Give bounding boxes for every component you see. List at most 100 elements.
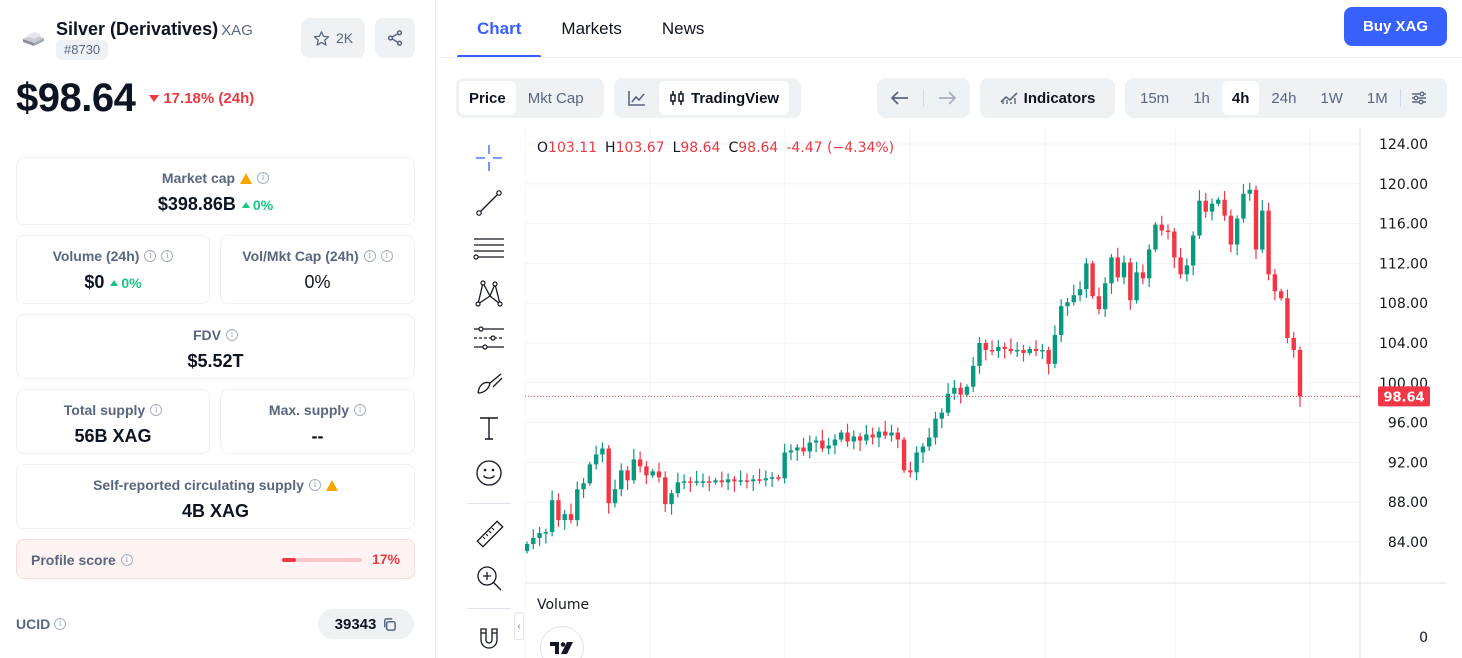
fib-tool[interactable] (471, 230, 507, 266)
ohlc-legend: O 103.11 H 103.67 L 98.64 C 98.64 -4.47 (−4.… (537, 140, 894, 156)
info-icon[interactable]: i (161, 250, 174, 262)
chart-settings-button[interactable] (1401, 81, 1437, 115)
candle (1140, 264, 1146, 285)
emoji-tool[interactable] (471, 455, 507, 491)
candle-body (996, 346, 1001, 351)
price-change-24h: 17.18% (24h) (149, 90, 254, 107)
interval-24h[interactable]: 24h (1271, 89, 1297, 107)
volume-value-row: $0 0% (17, 272, 209, 293)
info-icon[interactable]: i (363, 250, 376, 262)
silver-bar-icon (23, 32, 44, 46)
collapse-toolbar-button[interactable]: ‹ (514, 612, 524, 640)
price-chart[interactable]: 124.00120.00116.00112.00108.00104.00100.… (525, 128, 1447, 658)
ohlc-change: -4.47 (−4.34%) (786, 140, 895, 156)
candle-body (1033, 348, 1039, 351)
candle (543, 528, 549, 544)
candle (807, 435, 813, 459)
interval-4h[interactable]: 4h (1221, 81, 1260, 115)
indicators-button[interactable]: Indicators (980, 78, 1115, 118)
info-icon[interactable]: i (54, 618, 67, 630)
candle-body (650, 471, 655, 476)
candle-body (619, 470, 624, 490)
circ-supply-value-row: 4B XAG (17, 501, 414, 522)
candle (1052, 325, 1058, 369)
chart-tabs: Chart Markets News (457, 0, 724, 58)
info-icon[interactable]: i (257, 172, 270, 184)
candle-body (525, 543, 530, 551)
info-icon[interactable]: i (150, 404, 163, 416)
zoom-tool[interactable] (471, 560, 507, 596)
buy-button[interactable]: Buy XAG (1344, 7, 1447, 46)
chart-type-toggle: TradingView (614, 78, 801, 118)
tab-news[interactable]: News (661, 19, 705, 38)
ucid-copy-button[interactable]: 39343 (318, 609, 414, 639)
magnet-tool[interactable] (471, 620, 507, 656)
candle (983, 339, 988, 361)
candle (681, 474, 687, 490)
trend-line-tool[interactable] (471, 185, 507, 221)
interval-15m[interactable]: 15m (1140, 89, 1170, 107)
candle (1260, 200, 1265, 253)
candle (663, 471, 668, 513)
candle (581, 478, 586, 499)
tool-separator (467, 608, 511, 609)
watchlist-button[interactable]: 2K (301, 18, 365, 58)
candle (1253, 185, 1259, 260)
info-icon[interactable]: i (380, 250, 393, 262)
tradingview-logo[interactable] (540, 626, 584, 658)
candle-body (971, 365, 976, 387)
profile-score-box[interactable]: Profile score i 17% (16, 539, 415, 579)
candle (857, 433, 863, 452)
ruler-tool[interactable] (471, 516, 507, 552)
candle (1222, 190, 1227, 221)
tab-chart[interactable]: Chart (457, 0, 542, 58)
candle-body (1027, 348, 1032, 353)
candle (1241, 184, 1246, 223)
caret-down-icon (149, 94, 160, 102)
indicators-icon (1000, 92, 1018, 104)
interval-1w[interactable]: 1W (1320, 89, 1343, 107)
candle (1027, 346, 1032, 356)
info-icon[interactable]: i (354, 404, 367, 416)
candle (700, 473, 706, 488)
mktcap-toggle[interactable]: Mkt Cap (527, 89, 584, 107)
arrow-right-icon[interactable] (938, 91, 956, 105)
text-tool[interactable] (471, 410, 507, 446)
info-icon[interactable]: i (144, 250, 157, 262)
arrow-left-icon[interactable] (891, 91, 909, 105)
info-icon[interactable]: i (120, 554, 133, 566)
total-supply-label-row: Total supply i (17, 402, 209, 418)
tradingview-toggle[interactable]: TradingView (659, 81, 790, 115)
crosshair-tool[interactable] (471, 140, 507, 176)
tab-markets[interactable]: Markets (561, 19, 622, 38)
candle (1153, 222, 1158, 252)
candle (1203, 192, 1208, 218)
forecast-tool[interactable] (471, 320, 507, 356)
pattern-tool[interactable] (471, 275, 507, 311)
market-cap-label: Market cap (161, 170, 236, 186)
candle (1285, 289, 1290, 344)
coin-title: Silver (Derivatives) XAG (56, 19, 253, 40)
candle-body (581, 483, 586, 490)
candle (958, 382, 963, 404)
interval-1m[interactable]: 1M (1366, 89, 1388, 107)
candle (713, 477, 718, 485)
candle-body (820, 440, 825, 449)
candle-body (562, 514, 567, 521)
brush-tool[interactable] (471, 365, 507, 401)
info-icon[interactable]: i (308, 479, 321, 491)
share-button[interactable] (375, 18, 415, 58)
smiley-icon (476, 460, 502, 486)
candle (637, 451, 643, 473)
info-icon[interactable]: i (226, 329, 238, 341)
circ-supply-label: Self-reported circulating supply (93, 477, 304, 493)
price-toggle[interactable]: Price (459, 81, 516, 115)
line-chart-toggle[interactable] (617, 81, 657, 115)
market-cap-change: 0% (241, 197, 273, 213)
candle (1096, 287, 1102, 315)
candle-body (751, 479, 756, 482)
interval-1h[interactable]: 1h (1193, 89, 1210, 107)
chart-grid (525, 128, 1360, 658)
candle-body (876, 431, 882, 438)
price-mktcap-toggle: Price Mkt Cap (456, 78, 604, 118)
